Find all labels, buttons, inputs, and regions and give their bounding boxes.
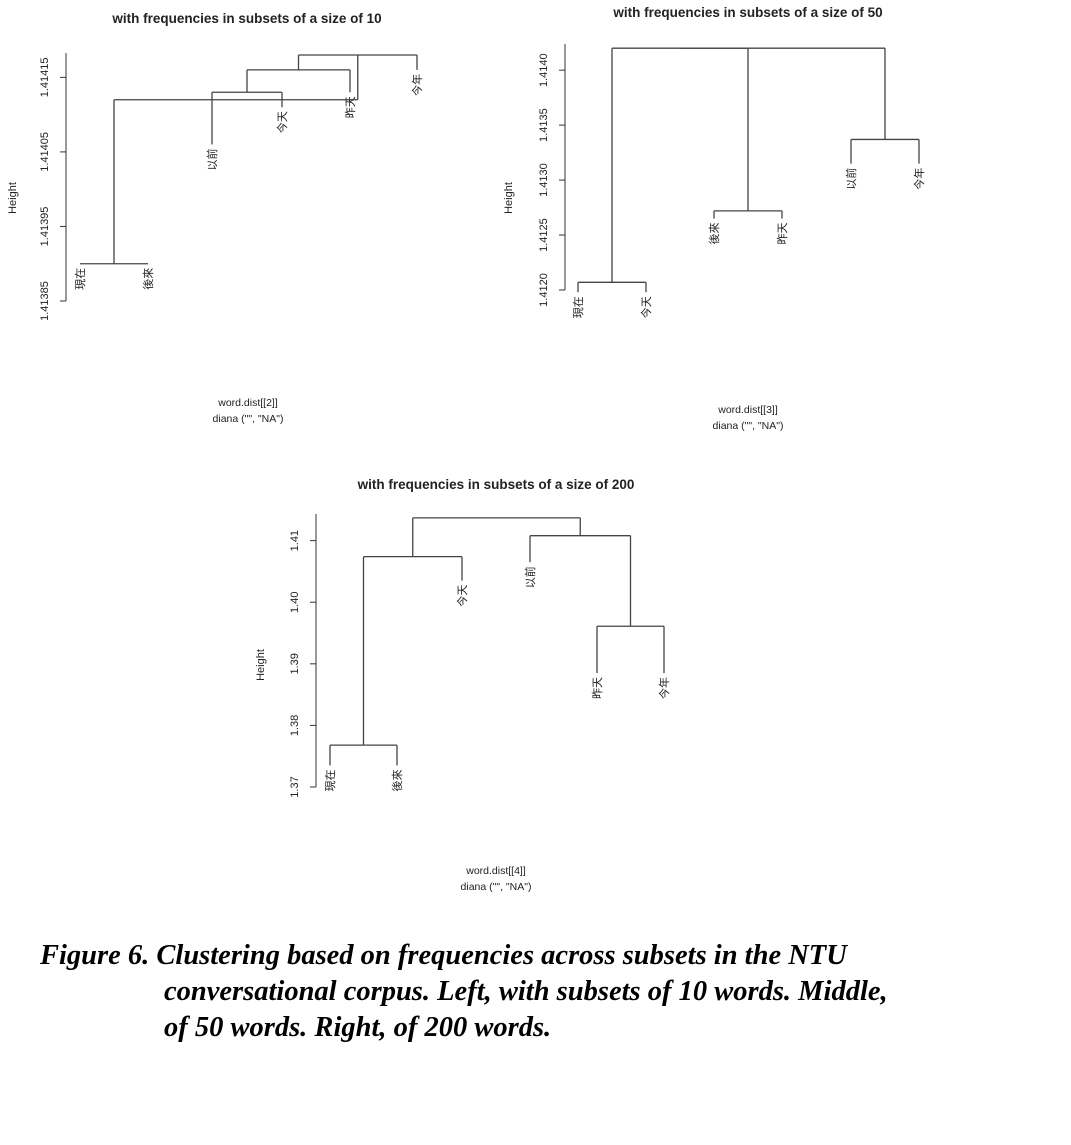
plot1-y-tick-label: 1.41405 xyxy=(39,132,51,172)
plot3-y-tick-label: 1.38 xyxy=(289,715,301,736)
plot1-leaf-label: 今天 xyxy=(275,111,289,133)
plot1-title: with frequencies in subsets of a size of… xyxy=(111,11,381,26)
plot3-y-axis-label: Height xyxy=(255,649,267,681)
plot3-y-tick-label: 1.41 xyxy=(289,530,301,551)
caption-line-1: Figure 6. Clustering based on frequencie… xyxy=(40,940,847,971)
plot2-y-tick-label: 1.4135 xyxy=(538,108,550,142)
plot2-title: with frequencies in subsets of a size of… xyxy=(612,5,882,20)
figure-caption: Figure 6. Clustering based on frequencie… xyxy=(40,938,1040,1046)
plot3-leaf-label: 後來 xyxy=(390,769,404,791)
plot1-method-label: diana ("", "NA") xyxy=(213,413,284,425)
plot3-x-axis-label: word.dist[[4]] xyxy=(465,865,526,877)
plot2-method-label: diana ("", "NA") xyxy=(713,420,784,432)
plot1-leaf-label: 昨天 xyxy=(344,96,357,118)
plot1-leaf-label: 今年 xyxy=(410,74,424,96)
plot3-leaf-label: 今年 xyxy=(657,677,671,699)
plot2-leaf-label: 今天 xyxy=(639,296,653,318)
plot3-leaf-label: 以前 xyxy=(523,566,537,588)
plot3-title: with frequencies in subsets of a size of… xyxy=(357,477,635,492)
plot2-leaf-label: 以前 xyxy=(844,168,858,190)
plot3-leaf-label: 今天 xyxy=(455,585,469,607)
plot3-y-tick-label: 1.40 xyxy=(289,592,301,613)
plot2-leaf-label: 昨天 xyxy=(776,223,789,245)
plot2-y-tick-label: 1.4140 xyxy=(538,53,550,87)
plot1-leaf-label: 後來 xyxy=(141,268,155,290)
caption-line-3: of 50 words. Right, of 200 words. xyxy=(164,1012,552,1043)
plot3-method-label: diana ("", "NA") xyxy=(461,881,532,893)
plot3-y-tick-label: 1.39 xyxy=(289,653,301,674)
plot1-leaf-label: 現在 xyxy=(74,268,87,290)
plot1-y-axis-label: Height xyxy=(7,182,19,214)
plot3-leaf-label: 昨天 xyxy=(591,677,604,699)
plot3-leaf-label: 現在 xyxy=(324,769,337,791)
plot2-leaf-label: 今年 xyxy=(912,168,926,190)
plot1-y-tick-label: 1.41395 xyxy=(39,207,51,247)
plot2-y-tick-label: 1.4130 xyxy=(538,163,550,197)
plot3-y-tick-label: 1.37 xyxy=(289,776,301,797)
plot1-leaf-label: 以前 xyxy=(205,148,219,170)
plot1-y-tick-label: 1.41415 xyxy=(39,57,51,97)
caption-line-2: conversational corpus. Left, with subset… xyxy=(164,976,888,1007)
plot2-y-tick-label: 1.4125 xyxy=(538,218,550,252)
plot2-y-tick-label: 1.4120 xyxy=(538,273,550,307)
plot2-leaf-label: 現在 xyxy=(572,296,585,318)
plot2-y-axis-label: Height xyxy=(503,182,515,214)
plot1-y-tick-label: 1.41385 xyxy=(39,281,51,321)
plot2-x-axis-label: word.dist[[3]] xyxy=(717,404,778,416)
dendrogram-figure: with frequencies in subsets of a size of… xyxy=(7,5,926,893)
plot2-leaf-label: 後來 xyxy=(707,223,721,245)
plot1-x-axis-label: word.dist[[2]] xyxy=(217,397,278,409)
